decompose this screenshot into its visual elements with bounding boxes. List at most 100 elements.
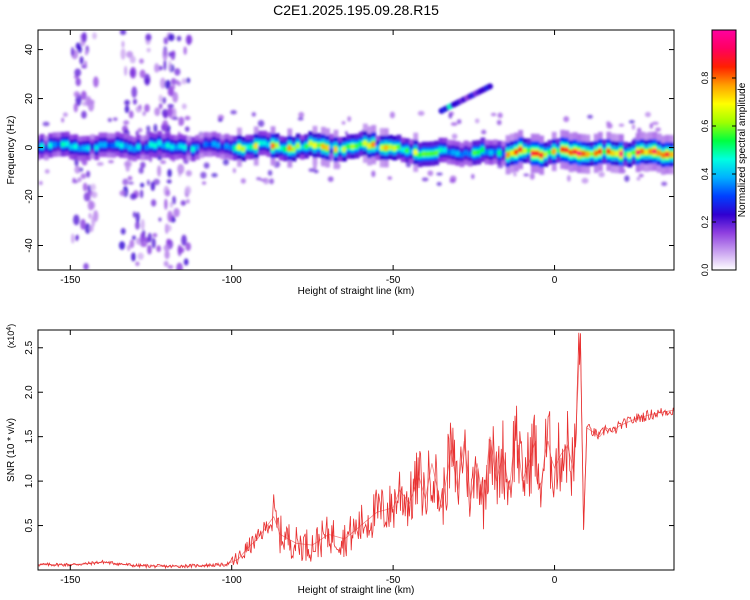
heatmap-cell xyxy=(543,152,549,158)
heatmap-cell xyxy=(449,178,456,184)
heatmap-cell xyxy=(44,169,50,174)
heatmap-cell xyxy=(73,102,78,113)
heatmap-cell xyxy=(90,183,96,191)
heatmap-cell xyxy=(486,83,493,90)
heatmap-cell xyxy=(159,65,163,71)
heatmap-cell xyxy=(660,152,666,158)
heatmap-cell xyxy=(568,150,574,155)
heatmap-cell xyxy=(587,114,593,119)
heatmap-cell xyxy=(163,37,169,45)
spectrogram-panel: -150 -100 -50 0 -40 -20 0 20 40 Height of strai… xyxy=(6,29,675,297)
heatmap-cell xyxy=(148,142,154,148)
heatmap-cell xyxy=(154,107,161,117)
heatmap-cell xyxy=(124,105,130,114)
heatmap-cell xyxy=(505,152,511,158)
heatmap-cell xyxy=(530,150,536,156)
heatmap-cell xyxy=(81,145,87,151)
heatmap-cell xyxy=(108,160,114,164)
x-tick-label: -150 xyxy=(60,275,80,286)
heatmap-cell xyxy=(200,171,207,179)
heatmap-cell xyxy=(176,262,183,270)
heatmap-cell xyxy=(158,94,163,103)
heatmap-cell xyxy=(421,177,429,182)
heatmap-cell xyxy=(308,141,314,146)
heatmap-cell xyxy=(62,112,68,117)
heatmap-cell xyxy=(203,141,209,147)
heatmap-cell xyxy=(266,142,272,148)
heatmap-cell xyxy=(181,78,187,85)
heatmap-cell xyxy=(180,200,186,206)
figure-title: C2E1.2025.195.09.28.R15 xyxy=(273,2,439,18)
heatmap-cell xyxy=(132,146,137,152)
heatmap-cell xyxy=(64,141,70,147)
heatmap-cell xyxy=(73,91,80,98)
colorbar: 0.0 0.2 0.4 0.6 0.8 Normalized spectral ampl… xyxy=(700,29,748,277)
heatmap-cell xyxy=(522,148,528,154)
heatmap-cell xyxy=(120,48,126,60)
heatmap-cell xyxy=(434,150,440,156)
colorbar-frame xyxy=(711,29,737,271)
heatmap-cell xyxy=(81,31,87,43)
heatmap-cell xyxy=(526,148,532,153)
heatmap-cell xyxy=(140,182,145,188)
heatmap-cell xyxy=(166,224,172,232)
colorbar-tick-label: 0.0 xyxy=(700,264,710,277)
heatmap-cell xyxy=(627,152,633,158)
heatmap-cell xyxy=(84,223,91,234)
colorbar-tick-label: 0.6 xyxy=(700,120,710,133)
spectrogram-frame xyxy=(37,29,675,271)
heatmap-cell xyxy=(152,233,158,238)
colorbar-tick-label: 0.8 xyxy=(700,72,710,85)
heatmap-cell xyxy=(581,151,587,157)
heatmap-cell xyxy=(129,66,137,79)
snr-y-label: SNR (10 * v/v) xyxy=(6,418,17,482)
heatmap-cell xyxy=(157,165,162,177)
heatmap-cell xyxy=(150,199,157,207)
heatmap-cell xyxy=(308,168,316,172)
heatmap-cell xyxy=(169,144,175,150)
heatmap-cell xyxy=(413,149,419,155)
heatmap-cell xyxy=(217,118,223,122)
heatmap-cell xyxy=(139,69,146,79)
heatmap-cell xyxy=(267,169,273,176)
heatmap-cell xyxy=(509,150,515,156)
heatmap-cell xyxy=(96,161,104,166)
heatmap-cell xyxy=(497,165,504,169)
heatmap-cell xyxy=(262,140,268,146)
heatmap-cell xyxy=(450,122,458,126)
heatmap-cell xyxy=(183,46,187,55)
heatmap-cell xyxy=(48,143,53,148)
heatmap-cell xyxy=(560,146,566,152)
heatmap-cell xyxy=(119,190,126,197)
heatmap-cell xyxy=(655,127,661,132)
heatmap-cell xyxy=(128,110,134,119)
heatmap-cell xyxy=(547,149,553,155)
heatmap-cell xyxy=(156,245,162,253)
heatmap-cell xyxy=(60,141,66,147)
heatmap-cell xyxy=(598,171,605,178)
heatmap-cell xyxy=(177,163,185,175)
heatmap-cell xyxy=(383,145,389,151)
heatmap-cell xyxy=(341,146,347,152)
heatmap-cell xyxy=(448,113,453,119)
heatmap-cell xyxy=(137,252,144,260)
y-tick-label: 40 xyxy=(24,44,35,56)
heatmap-cell xyxy=(137,127,143,133)
heatmap-cell xyxy=(167,168,172,178)
x-tick-label: 0 xyxy=(552,575,558,586)
heatmap-cell xyxy=(649,123,654,129)
heatmap-cell xyxy=(131,252,136,262)
heatmap-cell xyxy=(581,177,589,184)
heatmap-cell xyxy=(606,122,613,129)
y-tick-label: 2.0 xyxy=(24,385,35,399)
heatmap-cell xyxy=(253,143,259,149)
heatmap-cell xyxy=(388,144,393,150)
heatmap-cell xyxy=(127,175,133,181)
heatmap-cell xyxy=(146,125,151,131)
heatmap-cell xyxy=(367,143,372,149)
heatmap-cell xyxy=(186,145,192,151)
heatmap-cell xyxy=(651,121,659,126)
heatmap-cell xyxy=(471,173,475,180)
heatmap-cell xyxy=(316,142,322,148)
heatmap-cell xyxy=(163,260,169,267)
